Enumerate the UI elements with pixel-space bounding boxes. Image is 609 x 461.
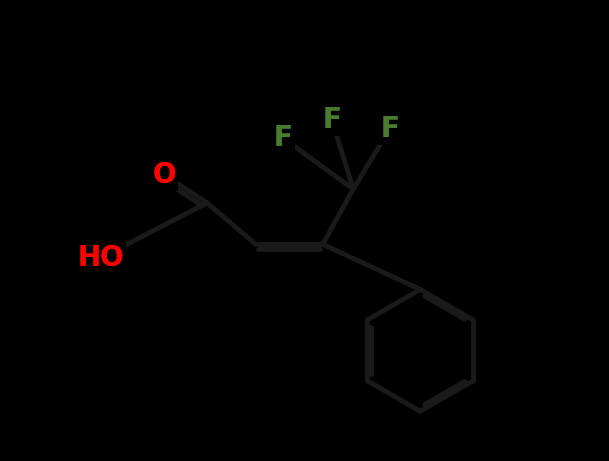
- Text: F: F: [381, 115, 399, 143]
- Text: F: F: [381, 115, 399, 143]
- Text: F: F: [274, 124, 292, 152]
- Text: F: F: [323, 106, 341, 134]
- Text: F: F: [274, 124, 292, 152]
- Text: O: O: [153, 161, 176, 189]
- Text: HO: HO: [77, 244, 124, 272]
- Text: F: F: [323, 106, 341, 134]
- Text: O: O: [153, 161, 176, 189]
- Text: HO: HO: [77, 244, 124, 272]
